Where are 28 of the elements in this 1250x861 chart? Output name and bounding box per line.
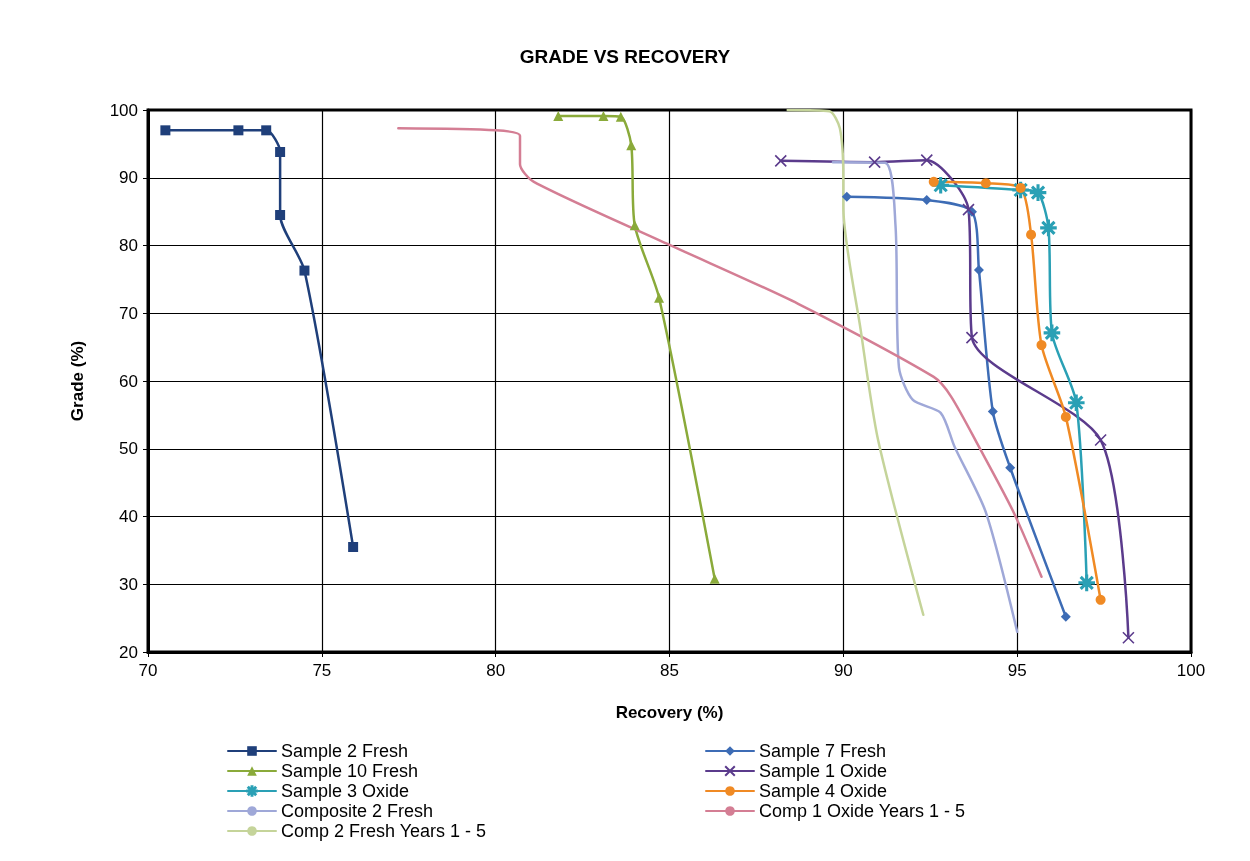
- x-tick-label: 75: [312, 661, 332, 680]
- y-axis-title: Grade (%): [68, 340, 87, 422]
- y-tick-label: 70: [119, 303, 138, 323]
- legend-label: Sample 10 Fresh: [281, 761, 419, 781]
- y-tick-label: 30: [119, 574, 138, 594]
- chart-title: GRADE VS RECOVERY: [519, 46, 731, 67]
- legend-label: Sample 1 Oxide: [759, 761, 888, 781]
- legend-label: Sample 7 Fresh: [759, 741, 887, 761]
- x-axis-title: Recovery (%): [615, 703, 724, 722]
- y-tick-label: 90: [119, 168, 138, 188]
- legend-label: Sample 4 Oxide: [759, 781, 888, 801]
- x-tick-label: 70: [138, 661, 158, 680]
- y-tick-label: 20: [119, 642, 138, 662]
- legend-label: Comp 1 Oxide Years 1 - 5: [759, 801, 966, 821]
- legend-label: Sample 2 Fresh: [281, 741, 409, 761]
- y-tick-label: 50: [119, 439, 138, 459]
- legend-label: Comp 2 Fresh Years 1 - 5: [281, 821, 487, 841]
- x-tick-label: 90: [833, 661, 853, 680]
- x-tick-label: 95: [1007, 661, 1027, 680]
- x-tick-label: 80: [486, 661, 506, 680]
- y-tick-label: 100: [109, 100, 138, 120]
- x-tick-label: 85: [660, 661, 679, 680]
- x-tick-label: 100: [1176, 661, 1206, 680]
- legend-label: Sample 3 Oxide: [281, 781, 410, 801]
- y-tick-label: 80: [119, 236, 138, 255]
- y-tick-label: 40: [119, 507, 138, 526]
- y-tick-label: 60: [119, 371, 138, 391]
- legend-label: Composite 2 Fresh: [281, 801, 434, 821]
